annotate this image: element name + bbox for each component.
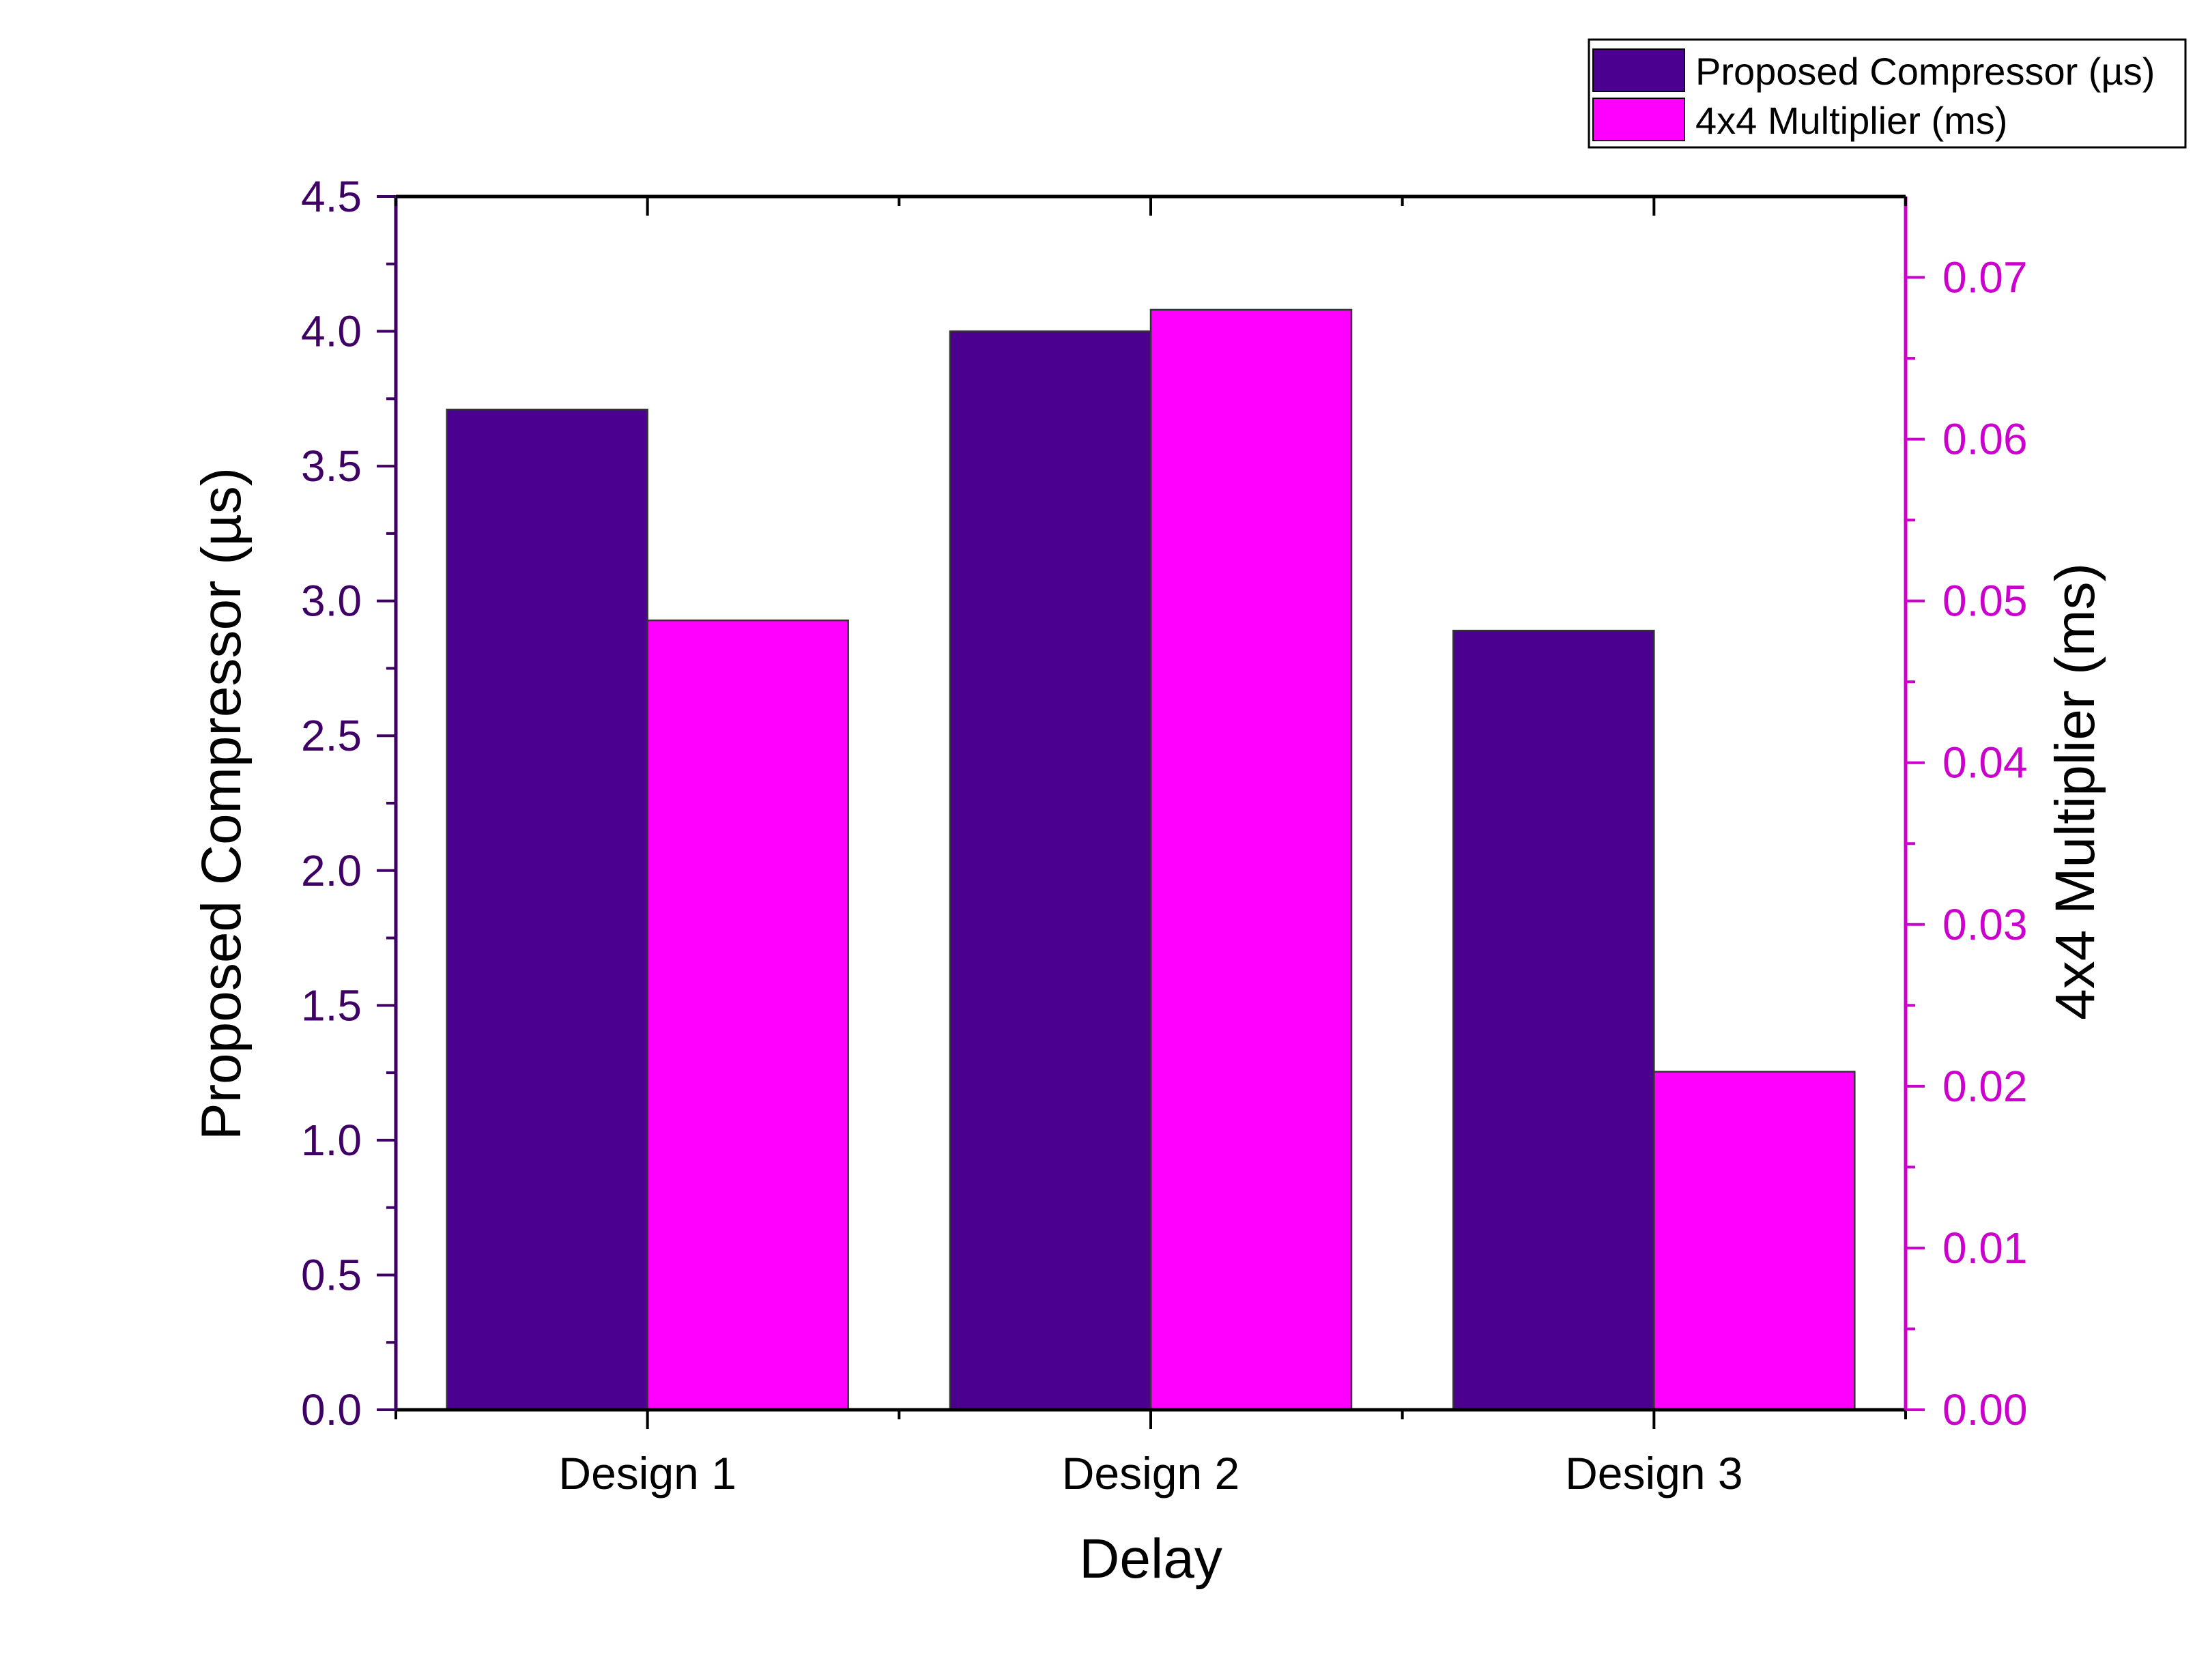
left-tick-label-7: 3.5 [301, 441, 362, 491]
right-tick-label-4: 0.04 [1942, 738, 2028, 787]
axes-layer: Design 1 Design 2 Design 3 0.0 0.5 1.0 1.5 2.0 2… [301, 172, 2028, 1498]
left-tick-label-4: 2.0 [301, 846, 362, 895]
legend: Proposed Compressor (µs) 4x4 Multiplier … [1588, 38, 2187, 149]
bar-proposed-compressor-2 [949, 330, 1152, 1411]
left-tick-label-6: 3.0 [301, 577, 362, 626]
x-tick-label-3: Design 3 [1565, 1448, 1743, 1498]
x-tick-label-2: Design 2 [1062, 1448, 1240, 1498]
legend-label-multiplier: 4x4 Multiplier (ms) [1695, 99, 2007, 142]
left-tick-label-1: 0.5 [301, 1250, 362, 1299]
legend-swatch-multiplier [1592, 98, 1685, 141]
bars-layer [446, 308, 1856, 1411]
left-tick-label-2: 1.0 [301, 1116, 362, 1165]
bar-proposed-compressor-1 [446, 408, 648, 1411]
legend-label-proposed-compressor: Proposed Compressor (µs) [1695, 50, 2155, 93]
bar-proposed-compressor-3 [1452, 629, 1655, 1411]
left-tick-label-0: 0.0 [301, 1385, 362, 1434]
left-tick-label-9: 4.5 [301, 172, 362, 221]
right-axis-title: 4x4 Multiplier (ms) [2044, 563, 2106, 1020]
right-tick-label-0: 0.00 [1942, 1385, 2028, 1434]
left-axis-title: Proposed Compressor (µs) [190, 467, 253, 1140]
x-tick-label-1: Design 1 [558, 1448, 736, 1498]
left-tick-label-8: 4.0 [301, 307, 362, 356]
right-tick-label-7: 0.07 [1942, 253, 2028, 302]
left-tick-label-5: 2.5 [301, 711, 362, 760]
legend-swatch-proposed-compressor [1592, 48, 1685, 92]
right-tick-label-6: 0.06 [1942, 415, 2028, 464]
legend-frame [1588, 38, 2187, 149]
right-tick-label-3: 0.03 [1942, 900, 2028, 949]
bar-multiplier-1 [646, 619, 849, 1411]
left-tick-label-3: 1.5 [301, 981, 362, 1030]
bar-multiplier-2 [1149, 308, 1353, 1411]
right-tick-label-5: 0.05 [1942, 577, 2028, 626]
right-tick-label-1: 0.01 [1942, 1223, 2028, 1273]
right-tick-label-2: 0.02 [1942, 1062, 2028, 1111]
x-axis-title: Delay [1079, 1528, 1222, 1590]
bar-multiplier-3 [1653, 1071, 1856, 1411]
